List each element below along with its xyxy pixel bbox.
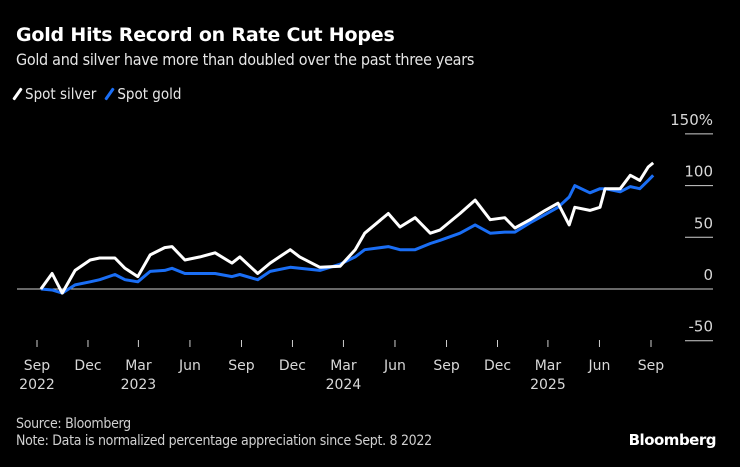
legend-label-silver: Spot silver	[25, 85, 97, 103]
x-year-label: 2024	[326, 377, 362, 393]
x-year-label: 2023	[121, 377, 157, 393]
y-tick-label: -50	[689, 318, 714, 336]
chart-title: Gold Hits Record on Rate Cut Hopes	[16, 24, 395, 46]
y-tick-label: 50	[694, 214, 713, 232]
source-text: Source: Bloomberg	[16, 416, 131, 432]
bloomberg-logo: Bloomberg	[628, 431, 717, 449]
x-year-label: 2025	[530, 377, 566, 393]
legend: Spot silver Spot gold	[12, 85, 187, 103]
x-tick-label: Mar	[125, 358, 152, 374]
legend-item-gold: Spot gold	[104, 85, 182, 103]
series-line-spot-gold	[40, 174, 655, 295]
x-tick-label: Dec	[279, 358, 306, 374]
x-tick-label: Mar	[535, 358, 562, 374]
note-text: Note: Data is normalized percentage appr…	[16, 433, 432, 449]
chart-subtitle: Gold and silver have more than doubled o…	[16, 50, 475, 69]
x-tick-label: Jun	[383, 358, 406, 374]
x-tick-label: Jun	[178, 358, 201, 374]
y-tick-label: 0	[703, 266, 713, 284]
x-tick-label: Dec	[484, 358, 511, 374]
x-tick-label: Sep	[24, 358, 51, 374]
series-line-spot-silver	[39, 161, 655, 295]
y-tick-label: 150%	[670, 111, 713, 129]
y-tick-label: 100	[684, 163, 713, 181]
x-tick-label: Mar	[330, 358, 357, 374]
x-year-label: 2022	[19, 377, 55, 393]
x-tick-label: Sep	[433, 358, 460, 374]
x-tick-label: Sep	[228, 358, 255, 374]
x-tick-label: Jun	[588, 358, 611, 374]
legend-item-silver: Spot silver	[12, 85, 97, 103]
x-tick-label: Sep	[638, 358, 665, 374]
x-tick-label: Dec	[74, 358, 101, 374]
legend-label-gold: Spot gold	[117, 85, 182, 103]
